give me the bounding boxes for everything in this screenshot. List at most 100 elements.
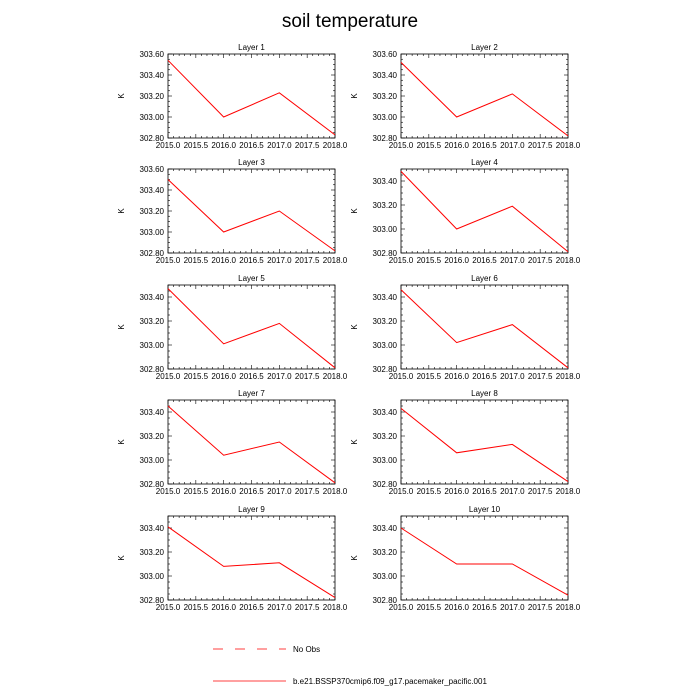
x-tick-label: 2017.0 [500,141,525,150]
y-tick-label: 303.00 [140,572,165,581]
series-line [400,62,569,137]
y-tick-label: 303.40 [373,177,398,186]
x-tick-label: 2017.5 [295,487,320,496]
x-tick-label: 2015.5 [417,141,442,150]
x-tick-label: 2017.5 [295,141,320,150]
x-tick-label: 2016.5 [472,372,497,381]
x-tick-label: 2018.0 [323,141,348,150]
series-line [400,527,569,596]
plot-frame [400,515,569,601]
x-tick-label: 2016.0 [211,487,236,496]
series-line [167,526,336,599]
legend-no-obs-label: No Obs [293,645,320,654]
plot-frame [400,53,569,139]
x-tick-label: 2016.5 [239,487,264,496]
y-tick-label: 303.20 [373,92,398,101]
legend: No Obs b.e21.BSSP370cmip6.f09_g17.pacema… [213,645,487,686]
x-tick-label: 2016.5 [472,487,497,496]
y-tick-label: 302.80 [373,480,398,489]
x-tick-label: 2016.0 [444,603,469,612]
x-tick-label: 2016.5 [472,603,497,612]
x-tick-label: 2015.0 [389,256,414,265]
y-tick-label: 303.60 [140,50,165,59]
x-tick-label: 2016.0 [444,256,469,265]
x-tick-label: 2015.0 [156,256,181,265]
x-tick-label: 2017.0 [267,256,292,265]
x-tick-label: 2015.5 [184,372,209,381]
y-tick-label: 303.20 [373,548,398,557]
x-tick-label: 2018.0 [556,372,581,381]
x-tick-label: 2015.5 [184,256,209,265]
y-axis-label: K [117,208,126,214]
panel-title: Layer 5 [238,274,265,283]
panel-title: Layer 3 [238,158,265,167]
y-tick-label: 303.40 [373,293,398,302]
series-line [167,288,336,369]
series-line [167,179,336,252]
x-tick-label: 2017.0 [267,141,292,150]
y-axis-label: K [350,439,359,445]
y-axis-label: K [117,555,126,561]
x-tick-label: 2018.0 [323,256,348,265]
y-axis-label: K [350,324,359,330]
y-tick-label: 303.20 [373,432,398,441]
series-line [167,405,336,484]
y-tick-label: 302.80 [373,596,398,605]
x-tick-label: 2016.5 [239,372,264,381]
x-tick-label: 2015.0 [389,372,414,381]
x-tick-label: 2017.5 [295,603,320,612]
y-tick-label: 303.40 [373,408,398,417]
x-tick-label: 2016.5 [472,141,497,150]
x-tick-label: 2017.5 [295,372,320,381]
x-tick-label: 2015.0 [156,141,181,150]
y-tick-label: 303.20 [140,317,165,326]
x-tick-label: 2016.0 [211,372,236,381]
x-tick-label: 2016.0 [211,603,236,612]
y-tick-label: 303.00 [140,113,165,122]
series-line [400,171,569,253]
x-tick-label: 2018.0 [556,487,581,496]
x-tick-label: 2015.0 [389,603,414,612]
series-line [167,59,336,136]
series-line [400,408,569,483]
plot-frame [400,168,569,254]
x-tick-label: 2017.5 [528,372,553,381]
x-tick-label: 2017.0 [267,372,292,381]
x-tick-label: 2015.0 [389,487,414,496]
x-tick-label: 2017.5 [528,141,553,150]
y-axis-label: K [350,555,359,561]
x-tick-label: 2018.0 [323,372,348,381]
y-tick-label: 303.00 [373,225,398,234]
legend-model-label: b.e21.BSSP370cmip6.f09_g17.pacemaker_pac… [293,677,487,686]
x-tick-label: 2018.0 [556,603,581,612]
y-tick-label: 303.00 [373,341,398,350]
y-tick-label: 302.80 [373,249,398,258]
panel-title: Layer 2 [471,43,498,52]
y-axis-label: K [350,93,359,99]
plot-frame [167,284,336,370]
y-axis-label: K [117,324,126,330]
x-tick-label: 2015.5 [417,372,442,381]
y-tick-label: 302.80 [373,365,398,374]
y-axis-label: K [117,439,126,445]
y-tick-label: 303.40 [140,293,165,302]
panel-title: Layer 4 [471,158,498,167]
plot-frame [167,399,336,485]
x-tick-label: 2017.0 [500,487,525,496]
x-tick-label: 2016.5 [472,256,497,265]
y-tick-label: 303.40 [140,186,165,195]
x-tick-label: 2015.5 [184,141,209,150]
plot-frame [400,284,569,370]
y-tick-label: 303.20 [140,548,165,557]
panel-title: Layer 1 [238,43,265,52]
x-tick-label: 2016.0 [444,141,469,150]
y-tick-label: 303.20 [140,432,165,441]
plot-frame [167,168,336,254]
y-tick-label: 303.20 [373,317,398,326]
